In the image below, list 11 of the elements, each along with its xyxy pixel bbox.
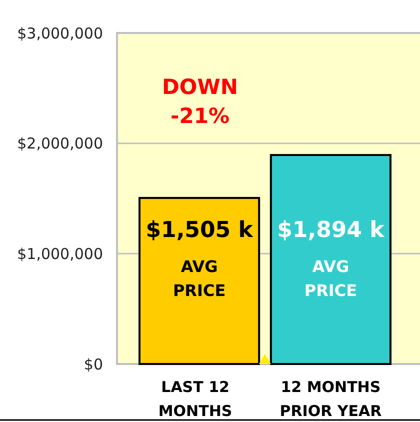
annotation: AVG PRICE: [172, 257, 226, 300]
x-tick-label: LAST 12 MONTHS: [158, 378, 232, 420]
x-tick-label: 12 MONTHS PRIOR YEAR: [280, 378, 382, 420]
y-tick-label: $2,000,000: [17, 134, 103, 153]
annotation: AVG PRICE: [304, 257, 358, 300]
data-label: $1,505 k: [146, 218, 254, 243]
y-tick-label: $0: [84, 355, 103, 374]
y-tick-label: $3,000,000: [17, 24, 103, 42]
y-tick-label: $1,000,000: [17, 244, 103, 263]
annotation: DOWN -21%: [162, 75, 238, 128]
data-label: $1,894 k: [277, 218, 386, 243]
